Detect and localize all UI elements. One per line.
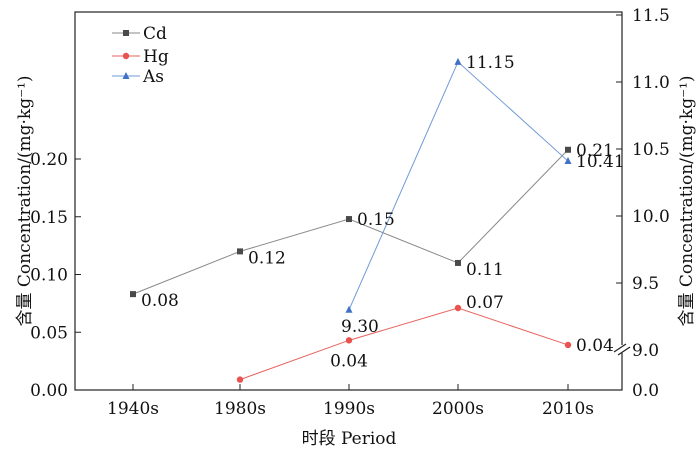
left-tick-label: 0.20 [30, 150, 68, 170]
data-label-cd: 0.08 [141, 291, 179, 311]
right-tick-label: 9.5 [632, 274, 659, 294]
x-tick-label: 1990s [323, 399, 375, 419]
left-tick-label: 0.05 [30, 323, 68, 343]
legend-marker-circle [122, 52, 130, 60]
data-label-as: 9.30 [341, 317, 379, 337]
x-tick-label: 1940s [107, 399, 159, 419]
y-axis-right-title: 含量 Concentration/(mg·kg⁻¹) [677, 75, 697, 326]
data-point-cd [346, 216, 352, 223]
data-point-as [564, 157, 572, 165]
legend-label-hg: Hg [143, 47, 169, 67]
data-point-hg [236, 376, 244, 383]
legend-entry-as: As [112, 67, 164, 87]
data-label-hg: 0.04 [330, 351, 368, 371]
data-label-as: 11.15 [466, 53, 515, 73]
x-tick-label: 1980s [214, 399, 266, 419]
data-point-cd [565, 146, 571, 153]
legend-entry-cd: Cd [112, 24, 167, 44]
data-point-as [345, 305, 353, 313]
series-layer [130, 57, 572, 383]
left-axis: 0.00 0.05 0.10 0.15 0.20 [30, 150, 81, 401]
legend-marker-triangle [122, 72, 130, 79]
right-tick-label: 10.5 [632, 140, 670, 160]
legend-label-as: As [142, 67, 164, 87]
data-point-as [454, 57, 462, 65]
data-label-cd: 0.11 [466, 260, 504, 280]
legend-label-cd: Cd [143, 24, 167, 44]
x-tick-label: 2000s [432, 399, 484, 419]
legend-marker-square [123, 30, 129, 36]
data-point-hg [564, 341, 572, 349]
legend-entry-hg: Hg [112, 47, 169, 67]
series-line-as [348, 61, 569, 311]
legend: Cd Hg As [112, 24, 169, 87]
left-tick-label: 0.15 [30, 208, 68, 228]
data-point-hg [454, 304, 462, 312]
data-label-hg: 0.04 [576, 336, 614, 356]
right-tick-label: 0.0 [632, 381, 659, 401]
right-tick-label: 10.0 [632, 207, 670, 227]
right-tick-label: 9.0 [632, 341, 659, 361]
right-tick-label: 11.5 [632, 6, 670, 26]
data-point-cd [455, 259, 461, 266]
data-point-cd [130, 291, 136, 298]
data-label-cd: 0.21 [576, 141, 614, 161]
x-axis: 1940s 1980s 1990s 2000s 2010s [107, 384, 594, 419]
data-label-cd: 0.15 [357, 210, 395, 230]
data-point-cd [237, 248, 243, 255]
data-label-as: 10.41 [576, 152, 625, 172]
right-tick-label: 11.0 [632, 73, 670, 93]
data-point-hg [345, 337, 353, 344]
series-line-hg [239, 307, 569, 381]
data-label-hg: 0.07 [466, 293, 504, 313]
axis-break-mark [613, 343, 631, 356]
left-tick-label: 0.00 [30, 381, 68, 401]
y-axis-left-title: 含量 Concentration/(mg·kg⁻¹) [15, 75, 35, 326]
data-label-layer: 0.08 0.12 0.15 0.11 0.21 0.04 0.07 0.04 9.30 11.1… [141, 53, 625, 371]
data-label-cd: 0.12 [248, 248, 286, 268]
x-axis-title: 时段 Period [302, 429, 397, 449]
x-tick-label: 2010s [542, 399, 594, 419]
right-axis: 0.0 9.0 9.5 10.0 10.5 11.0 11.5 [616, 6, 670, 401]
left-tick-label: 0.10 [30, 266, 68, 286]
